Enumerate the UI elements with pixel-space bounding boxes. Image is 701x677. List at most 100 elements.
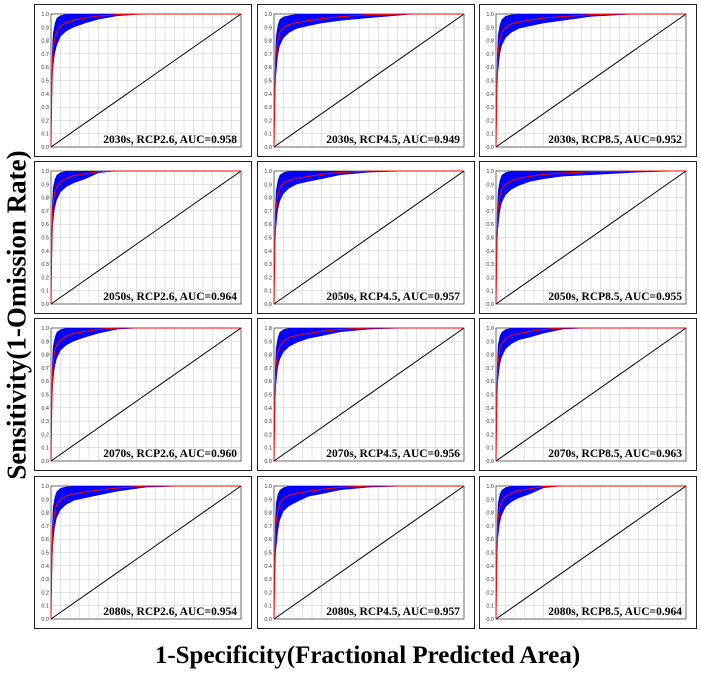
y-tick-label: 0.7 [486, 209, 494, 215]
y-tick-label: 0.9 [41, 182, 49, 188]
y-tick-label: 0.8 [264, 196, 272, 202]
y-tick-label: 0.4 [41, 564, 49, 570]
y-tick-label: 0.8 [41, 39, 49, 45]
y-tick-label: 0.7 [486, 52, 494, 58]
y-axis-label-container: Sensitivity(1-Omission Rate) [0, 0, 34, 630]
roc-plot-svg: 0.0 0.1 0.2 0.3 0.4 0.5 0.6 0.7 0.8 0.9 1.0 [264, 326, 465, 465]
panel-caption: 2050s, RCP8.5, AUC=0.955 [548, 291, 682, 303]
y-tick-label: 1.0 [486, 326, 494, 332]
y-tick-label: 0.6 [486, 222, 494, 228]
panel-caption: 2080s, RCP2.6, AUC=0.954 [103, 606, 237, 618]
y-tick-label: 0.4 [264, 406, 272, 412]
mean-roc-line [273, 13, 464, 148]
y-tick-label: 0.4 [41, 406, 49, 412]
y-tick-label: 0.9 [264, 182, 272, 188]
y-tick-label: 0.7 [264, 52, 272, 58]
y-tick-label: 0.9 [264, 497, 272, 503]
confidence-band [51, 486, 241, 619]
y-tick-label: 0.0 [264, 302, 272, 308]
y-tick-label: 0.3 [41, 105, 49, 111]
mean-roc-line [50, 13, 241, 148]
y-tick-label: 0.1 [486, 289, 494, 295]
random-prediction-line [495, 485, 687, 620]
y-tick-label: 1.0 [41, 326, 49, 332]
y-tick-label: 1.0 [264, 12, 272, 18]
y-tick-label: 0.8 [41, 196, 49, 202]
y-tick-label: 0.2 [264, 118, 272, 124]
y-tick-label: 0.4 [41, 92, 49, 98]
y-axis-label: Sensitivity(1-Omission Rate) [1, 150, 32, 480]
x-axis-label: 1-Specificity(Fractional Predicted Area) [154, 642, 581, 669]
y-tick-label: 1.0 [264, 484, 272, 490]
confidence-band [51, 14, 241, 147]
y-tick-label: 1.0 [486, 12, 494, 18]
y-tick-label: 0.2 [41, 118, 49, 124]
y-tick-label: 0.5 [486, 79, 494, 85]
y-tick-label: 0.6 [41, 379, 49, 385]
mean-roc-line [495, 13, 686, 148]
y-tick-label: 0.9 [486, 25, 494, 31]
y-tick-label: 0.1 [486, 446, 494, 452]
roc-plot-svg: 0.0 0.1 0.2 0.3 0.4 0.5 0.6 0.7 0.8 0.9 1.0 [41, 484, 242, 623]
random-prediction-line [495, 327, 687, 462]
y-tick-label: 0.7 [264, 366, 272, 372]
roc-panel: 0.0 0.1 0.2 0.3 0.4 0.5 0.6 0.7 0.8 0.9 1.0 2070s, … [257, 318, 475, 471]
mean-roc-line [495, 170, 686, 305]
y-tick-label: 0.6 [486, 537, 494, 543]
y-tick-label: 0.2 [41, 590, 49, 596]
y-tick-label: 0.1 [264, 132, 272, 138]
y-tick-label: 0.0 [41, 617, 49, 623]
roc-panel: 0.0 0.1 0.2 0.3 0.4 0.5 0.6 0.7 0.8 0.9 1.0 2080s, … [479, 476, 697, 629]
y-tick-label: 0.9 [41, 497, 49, 503]
mean-roc-line [273, 327, 464, 462]
y-tick-label: 0.7 [41, 209, 49, 215]
roc-plot-svg: 0.0 0.1 0.2 0.3 0.4 0.5 0.6 0.7 0.8 0.9 1.0 [486, 12, 687, 151]
y-tick-label: 0.9 [41, 25, 49, 31]
y-tick-label: 0.5 [486, 236, 494, 242]
y-tick-label: 0.3 [41, 262, 49, 268]
y-tick-label: 0.3 [41, 419, 49, 425]
y-tick-label: 0.7 [41, 524, 49, 530]
y-tick-label: 0.3 [486, 262, 494, 268]
panel-caption: 2080s, RCP8.5, AUC=0.964 [548, 606, 682, 618]
random-prediction-line [50, 327, 242, 462]
y-tick-label: 0.6 [264, 537, 272, 543]
mean-roc-line [50, 485, 241, 620]
roc-panel: 0.0 0.1 0.2 0.3 0.4 0.5 0.6 0.7 0.8 0.9 1.0 2080s, … [257, 476, 475, 629]
random-prediction-line [50, 13, 242, 148]
y-tick-label: 0.7 [41, 52, 49, 58]
y-tick-label: 0.0 [486, 459, 494, 465]
random-prediction-line [495, 13, 687, 148]
confidence-band [496, 14, 686, 147]
y-tick-label: 0.5 [264, 393, 272, 399]
y-tick-label: 0.8 [41, 511, 49, 517]
y-tick-label: 0.7 [264, 209, 272, 215]
roc-plot-svg: 0.0 0.1 0.2 0.3 0.4 0.5 0.6 0.7 0.8 0.9 1.0 [486, 326, 687, 465]
confidence-band [51, 171, 241, 304]
y-tick-label: 0.9 [486, 182, 494, 188]
y-tick-label: 0.8 [486, 196, 494, 202]
roc-panel: 0.0 0.1 0.2 0.3 0.4 0.5 0.6 0.7 0.8 0.9 1.0 2030s, … [479, 4, 697, 157]
random-prediction-line [273, 13, 465, 148]
y-tick-label: 1.0 [41, 169, 49, 175]
y-tick-label: 0.1 [264, 446, 272, 452]
confidence-band [51, 328, 241, 461]
y-tick-label: 0.5 [41, 79, 49, 85]
y-tick-label: 1.0 [41, 484, 49, 490]
y-tick-label: 0.4 [264, 92, 272, 98]
y-tick-label: 0.4 [486, 249, 494, 255]
y-tick-label: 0.8 [264, 39, 272, 45]
y-tick-label: 0.9 [41, 339, 49, 345]
y-tick-label: 0.3 [264, 262, 272, 268]
y-tick-label: 1.0 [41, 12, 49, 18]
random-prediction-line [273, 327, 465, 462]
y-tick-label: 1.0 [264, 169, 272, 175]
random-prediction-line [495, 170, 687, 305]
y-tick-label: 0.1 [41, 446, 49, 452]
y-tick-label: 0.3 [264, 419, 272, 425]
confidence-band [274, 171, 464, 304]
mean-roc-line [50, 170, 241, 305]
y-tick-label: 0.9 [264, 25, 272, 31]
y-tick-label: 0.8 [486, 511, 494, 517]
